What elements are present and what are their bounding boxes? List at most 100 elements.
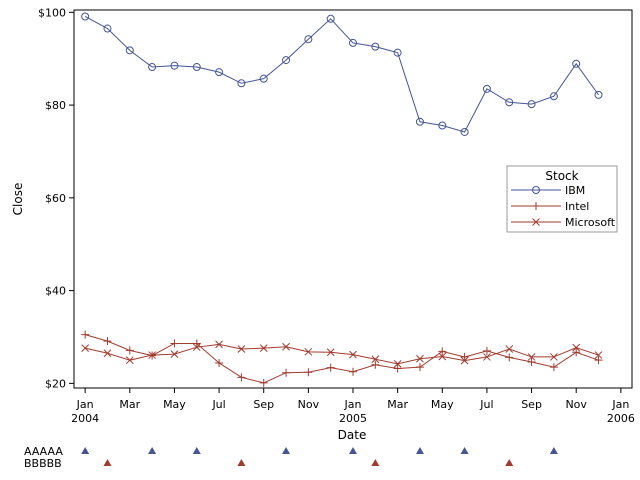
x-tick-label: Jan <box>76 398 94 411</box>
data-point <box>192 63 201 72</box>
data-point <box>483 353 491 361</box>
y-tick-label: $20 <box>45 377 66 390</box>
data-point <box>170 350 179 358</box>
annotation-triangle-marker <box>81 447 90 454</box>
data-point <box>549 92 558 101</box>
x-tick-label: Mar <box>387 398 408 411</box>
x-tick-year-label: 2005 <box>339 412 367 425</box>
x-tick-label: May <box>163 398 186 411</box>
x-axis-title: Date <box>338 428 367 442</box>
data-point <box>237 79 246 88</box>
annotation-triangle-marker <box>237 459 246 466</box>
y-axis: $20 $40 $60 $80 $100 <box>38 6 74 390</box>
data-point <box>416 354 424 363</box>
data-point <box>393 360 402 368</box>
data-point <box>125 46 134 55</box>
data-point <box>259 74 268 83</box>
data-point <box>505 353 514 362</box>
x-tick-label: Nov <box>298 398 320 411</box>
annotation-row-bbbbb: BBBBB <box>24 457 514 470</box>
x-tick-label: May <box>431 398 454 411</box>
y-tick-label: $80 <box>45 99 66 112</box>
data-point <box>215 358 224 367</box>
series-microsoft <box>81 340 603 368</box>
data-point <box>415 363 424 372</box>
data-point <box>215 68 224 77</box>
data-point <box>349 367 357 376</box>
series-layer <box>81 12 603 387</box>
x-tick-label: Mar <box>119 398 140 411</box>
y-tick-label: $40 <box>45 285 66 298</box>
data-point <box>460 127 469 136</box>
legend-title: Stock <box>545 169 578 183</box>
x-tick-year-label: 2004 <box>71 412 99 425</box>
annotation-row-label: BBBBB <box>24 457 62 470</box>
data-point <box>148 351 156 359</box>
legend-label: Microsoft <box>565 216 616 229</box>
x-tick-label: Sep <box>521 398 542 411</box>
data-point <box>572 59 581 68</box>
data-point <box>527 358 536 367</box>
data-point <box>304 368 313 377</box>
data-point <box>594 351 603 359</box>
data-point <box>125 356 134 365</box>
data-point <box>282 342 290 351</box>
data-point <box>192 343 201 352</box>
data-point <box>259 378 268 387</box>
legend-item-intel: Intel <box>511 200 589 213</box>
legend-label: IBM <box>565 184 585 197</box>
data-point <box>81 330 90 339</box>
x-tick-year-label: 2006 <box>607 412 635 425</box>
data-point <box>438 347 447 356</box>
data-point <box>438 352 447 361</box>
data-point <box>371 42 380 51</box>
series-line <box>85 343 599 365</box>
data-point <box>81 12 90 21</box>
legend-label: Intel <box>565 200 589 213</box>
data-point <box>282 56 291 65</box>
data-point <box>393 48 402 57</box>
data-point <box>81 344 90 352</box>
y-tick-label: $100 <box>38 6 66 19</box>
x-tick-label: Jan <box>611 398 629 411</box>
data-point <box>460 352 469 361</box>
data-point <box>192 339 201 348</box>
data-point <box>572 343 581 352</box>
annotation-triangle-marker <box>192 447 201 454</box>
data-point <box>282 368 291 377</box>
data-point <box>259 344 268 352</box>
data-point <box>349 350 357 359</box>
legend-marker <box>532 186 540 194</box>
data-point <box>371 355 380 364</box>
data-point <box>482 84 491 93</box>
data-point <box>415 117 424 126</box>
data-point <box>527 100 536 109</box>
data-point <box>304 35 313 44</box>
data-point <box>326 363 335 372</box>
annotation-triangle-marker <box>549 447 558 454</box>
data-point <box>237 345 246 353</box>
data-point <box>549 363 558 372</box>
annotation-triangle-marker <box>103 459 112 466</box>
data-point <box>103 24 112 33</box>
annotation-triangle-marker <box>148 447 157 454</box>
data-point <box>170 339 179 348</box>
data-point <box>550 353 558 361</box>
y-tick-label: $60 <box>45 192 66 205</box>
data-point <box>438 121 447 130</box>
data-point <box>304 347 313 356</box>
data-point <box>215 340 223 349</box>
data-point <box>460 356 469 365</box>
x-tick-label: Jan <box>344 398 362 411</box>
data-point <box>326 348 335 357</box>
data-point <box>103 349 112 358</box>
annotation-triangle-marker <box>371 459 380 466</box>
y-axis-title: Close <box>11 183 25 216</box>
data-point <box>594 90 603 99</box>
data-point <box>527 353 536 361</box>
annotation-triangle-marker <box>415 447 424 454</box>
